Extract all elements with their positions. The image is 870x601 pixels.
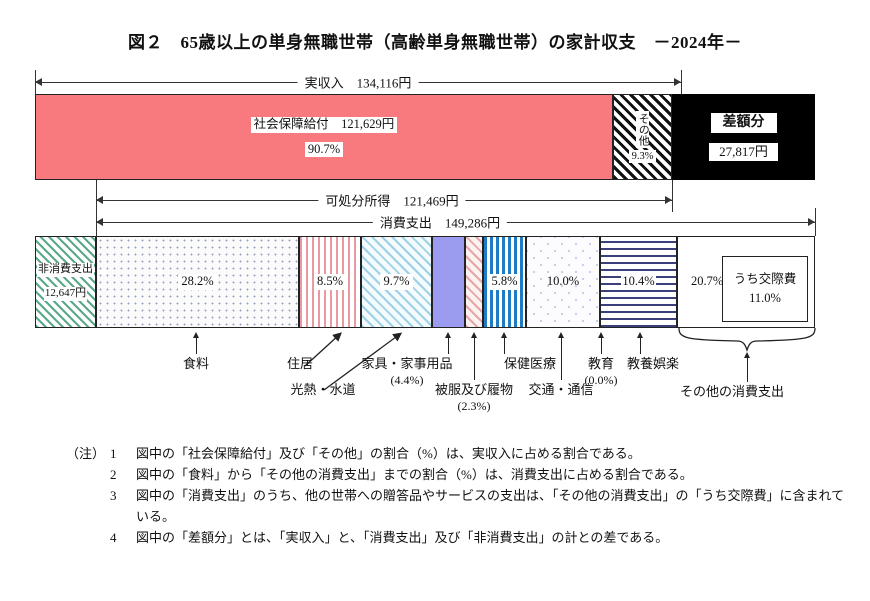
other-income-label: その他 (635, 110, 650, 148)
food-callout-arrow (193, 332, 199, 338)
segment-housing: 8.5% (299, 236, 361, 328)
segment-other-income: その他 9.3% (613, 94, 672, 180)
segment-medical: 5.8% (483, 236, 526, 328)
segment-furniture (432, 236, 465, 328)
notes-mark-spacer (66, 464, 110, 485)
segment-deficit: 差額分 27,817円 (672, 94, 815, 180)
note-row: 4 図中の「差額分」とは、「実収入」と、「消費支出」及び「非消費支出」の計との差… (66, 527, 856, 548)
furniture-callout-arrow (445, 332, 451, 338)
disposable-measure-label: 可処分所得 121,469円 (318, 190, 466, 210)
disposable-arrow-left (96, 196, 103, 204)
segment-culture: 10.4% (600, 236, 677, 328)
segment-utilities: 9.7% (361, 236, 432, 328)
inner-box-percent: 11.0% (749, 290, 781, 305)
note-row: （注） 1 図中の「社会保障給付」及び「その他」の割合（%）は、実収入に占める割… (66, 443, 856, 464)
disposable-right-tick (672, 180, 673, 212)
food-percent: 28.2% (178, 274, 217, 290)
other-consumption-percent: 20.7% (691, 274, 724, 289)
education-callout-arrow (598, 332, 604, 338)
income-arrow-right (674, 78, 681, 86)
note-number: 2 (110, 467, 117, 483)
deficit-value: 27,817円 (709, 142, 778, 161)
consumption-measure-label: 消費支出 149,286円 (372, 212, 508, 232)
segment-food: 28.2% (96, 236, 299, 328)
category-label-other-consumption: その他の消費支出 (679, 384, 785, 399)
non-consumption-value: 12,647円 (43, 287, 88, 301)
category-label-clothing: 被服及び履物 (2.3%) (435, 382, 513, 414)
transport-callout-line (561, 338, 562, 380)
disposable-left-tick (96, 180, 97, 236)
housing-percent: 8.5% (313, 274, 347, 290)
category-label-housing: 住居 (286, 356, 314, 371)
income-arrow-left (35, 78, 42, 86)
utilities-callout-arrow (323, 332, 403, 391)
culture-callout-line (640, 338, 641, 354)
segment-non-consumption: 非消費支出 12,647円 (35, 236, 96, 328)
clothing-name: 被服及び履物 (434, 382, 514, 397)
consumption-right-tick (815, 208, 816, 236)
notes-mark-spacer (66, 485, 110, 527)
consumption-arrow-left (96, 218, 103, 226)
furniture-name: 家具・家事用品 (361, 356, 453, 371)
note-text: 図中の「食料」から「その他の消費支出」までの割合（%）は、消費支出に占める割合で… (136, 467, 693, 483)
clothing-callout-arrow (471, 332, 477, 338)
note-row: 2 図中の「食料」から「その他の消費支出」までの割合（%）は、消費支出に占める割… (66, 464, 856, 485)
inner-box-shakosai: うち交際費 11.0% (722, 256, 808, 322)
note-number: 4 (110, 530, 117, 546)
note-text: 図中の「社会保障給付」及び「その他」の割合（%）は、実収入に占める割合である。 (136, 446, 641, 461)
medical-callout-arrow (501, 332, 507, 338)
notes-block: （注） 1 図中の「社会保障給付」及び「その他」の割合（%）は、実収入に占める割… (66, 443, 856, 548)
culture-percent: 10.4% (621, 274, 656, 290)
category-label-transport: 交通・通信 (528, 382, 594, 397)
transport-callout-arrow (558, 332, 564, 338)
note-text: 図中の「差額分」とは、「実収入」と、「消費支出」及び「非消費支出」の計との差であ… (136, 530, 669, 546)
consumption-arrow-right (808, 218, 815, 226)
utilities-percent: 9.7% (380, 274, 413, 290)
medical-callout-line (504, 338, 505, 354)
other-income-percent: 9.3% (628, 149, 657, 164)
disposable-arrow-right (665, 196, 672, 204)
social-security-label: 社会保障給付 121,629円 (250, 116, 398, 133)
clothing-callout-line (474, 338, 475, 380)
other-consumption-callout-line (747, 358, 748, 382)
clothing-percent: (2.3%) (457, 398, 491, 413)
deficit-label: 差額分 (710, 113, 777, 133)
income-right-tick (681, 70, 682, 96)
category-label-medical: 保健医療 (503, 356, 557, 371)
category-label-food: 食料 (182, 356, 210, 371)
transport-percent: 10.0% (546, 274, 580, 289)
note-number: 3 (110, 488, 117, 504)
category-label-furniture: 家具・家事用品 (4.4%) (361, 356, 452, 388)
notes-mark-spacer (66, 527, 110, 548)
food-callout-line (196, 338, 197, 354)
housing-callout-arrow (304, 332, 342, 367)
education-name: 教育 (587, 356, 614, 371)
category-label-utilities: 光熱・水道 (290, 382, 356, 397)
social-security-percent: 90.7% (304, 141, 344, 158)
segment-clothing (465, 236, 483, 328)
notes-mark: （注） (66, 446, 106, 461)
other-consumption-callout-arrow (744, 352, 750, 358)
note-number: 1 (110, 446, 117, 461)
medical-percent: 5.8% (490, 274, 519, 290)
education-percent: (0.0%) (584, 372, 618, 387)
segment-social-security: 社会保障給付 121,629円 90.7% (35, 94, 613, 180)
furniture-callout-line (448, 338, 449, 354)
note-text: 図中の「消費支出」のうち、他の世帯への贈答品やサービスの支出は、「その他の消費支… (136, 488, 845, 525)
category-label-culture: 教養娯楽 (626, 356, 680, 371)
inner-box-label: うち交際費 (733, 271, 797, 286)
category-label-education: 教育 (0.0%) (585, 356, 618, 388)
note-row: 3 図中の「消費支出」のうち、他の世帯への贈答品やサービスの支出は、「その他の消… (66, 485, 856, 527)
education-callout-line (601, 338, 602, 354)
culture-callout-arrow (637, 332, 643, 338)
income-measure-label: 実収入 134,116円 (297, 72, 419, 92)
furniture-percent: (4.4%) (390, 372, 424, 387)
non-consumption-label: 非消費支出 (37, 263, 94, 277)
segment-transport: 10.0% (526, 236, 600, 328)
figure-title: 図２ 65歳以上の単身無職世帯（高齢単身無職世帯）の家計収支 －2024年－ (128, 33, 742, 52)
other-consumption-brace (678, 327, 816, 353)
